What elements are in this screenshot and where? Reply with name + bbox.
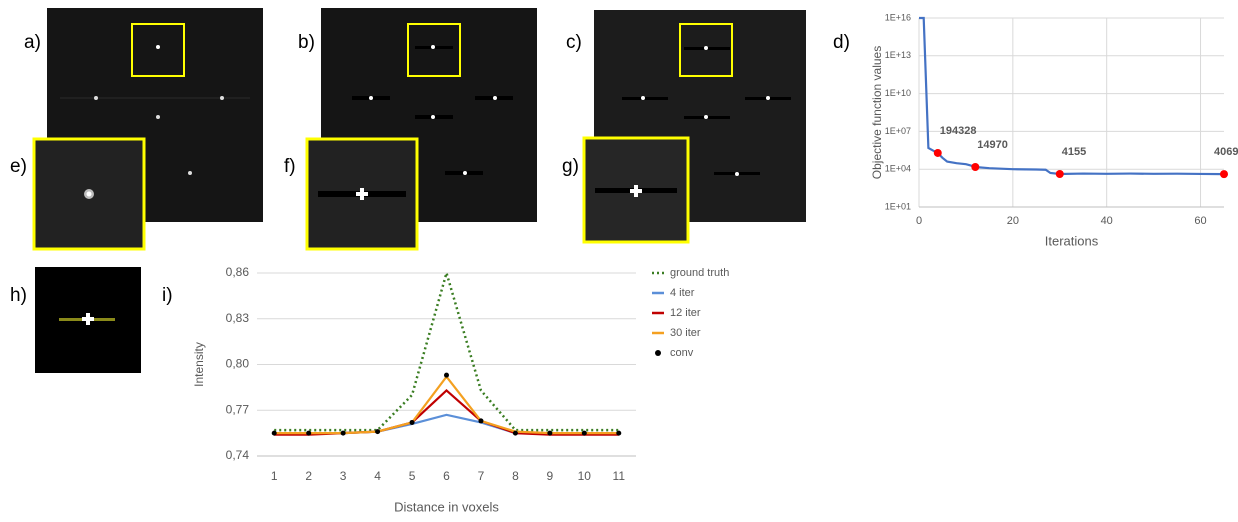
y-tick-label: 1E+13 — [885, 50, 911, 60]
legend-label: conv — [670, 347, 694, 359]
point — [375, 429, 381, 435]
panel-label: c) — [566, 32, 582, 53]
panel-label: b) — [298, 32, 315, 53]
point — [409, 419, 415, 425]
x-tick-label: 4 — [374, 469, 381, 483]
x-tick-label: 1 — [271, 469, 278, 483]
point — [306, 430, 312, 436]
series-line — [274, 268, 619, 432]
point — [271, 430, 277, 436]
x-axis-label: Distance in voxels — [394, 499, 499, 514]
inset-g — [582, 136, 690, 244]
y-tick-label: 1E+16 — [885, 12, 911, 22]
x-tick-label: 9 — [547, 469, 554, 483]
point — [581, 430, 587, 436]
y-tick-label: 0,74 — [226, 448, 250, 462]
x-axis-label: Iterations — [1045, 233, 1099, 248]
data-label: 4069 — [1214, 146, 1238, 158]
y-tick-label: 0,86 — [226, 265, 250, 279]
image-h — [35, 267, 141, 373]
legend-marker — [655, 350, 661, 356]
x-tick-label: 2 — [305, 469, 312, 483]
y-tick-label: 0,83 — [226, 311, 250, 325]
x-tick-label: 60 — [1194, 215, 1206, 227]
panel-label: g) — [562, 156, 579, 177]
legend-label: ground truth — [670, 267, 729, 279]
x-tick-label: 11 — [613, 469, 626, 483]
legend-label: 30 iter — [670, 327, 701, 339]
panel-label: f) — [284, 156, 296, 177]
y-tick-label: 0,80 — [226, 357, 250, 371]
point — [444, 372, 449, 378]
legend-label: 4 iter — [670, 287, 695, 299]
panel-label: d) — [833, 32, 850, 53]
point — [933, 148, 942, 157]
series-line — [274, 374, 619, 435]
x-tick-label: 7 — [478, 469, 485, 483]
panel-label: i) — [162, 285, 173, 306]
y-tick-label: 1E+10 — [885, 88, 911, 98]
x-tick-label: 3 — [340, 469, 347, 483]
point — [340, 430, 346, 436]
point — [616, 430, 622, 436]
y-tick-label: 0,77 — [226, 402, 250, 416]
x-tick-label: 40 — [1101, 215, 1113, 227]
point — [1220, 170, 1228, 179]
inset-f — [305, 137, 419, 251]
y-axis-label: Intensity — [192, 342, 206, 387]
y-tick-label: 1E+04 — [885, 164, 911, 174]
x-tick-label: 8 — [512, 469, 519, 483]
data-label: 194328 — [940, 125, 977, 137]
x-tick-label: 10 — [578, 469, 592, 483]
panel-label: a) — [24, 32, 41, 53]
y-tick-label: 1E+07 — [885, 126, 911, 136]
legend-label: 12 iter — [670, 307, 701, 319]
point — [512, 430, 518, 436]
point — [478, 418, 484, 424]
point — [971, 162, 980, 171]
x-tick-label: 0 — [916, 215, 922, 227]
panel-label: e) — [10, 156, 27, 177]
y-axis-label: Objective function values — [870, 46, 884, 179]
series-line — [274, 388, 619, 436]
point — [547, 430, 553, 436]
x-tick-label: 20 — [1007, 215, 1019, 227]
x-tick-label: 6 — [443, 469, 450, 483]
point — [1055, 170, 1064, 179]
x-tick-label: 5 — [409, 469, 416, 483]
panel-label: h) — [10, 285, 27, 306]
inset-e — [32, 137, 146, 251]
data-label: 14970 — [977, 139, 1008, 151]
data-label: 4155 — [1062, 146, 1086, 158]
y-tick-label: 1E+01 — [885, 201, 911, 211]
